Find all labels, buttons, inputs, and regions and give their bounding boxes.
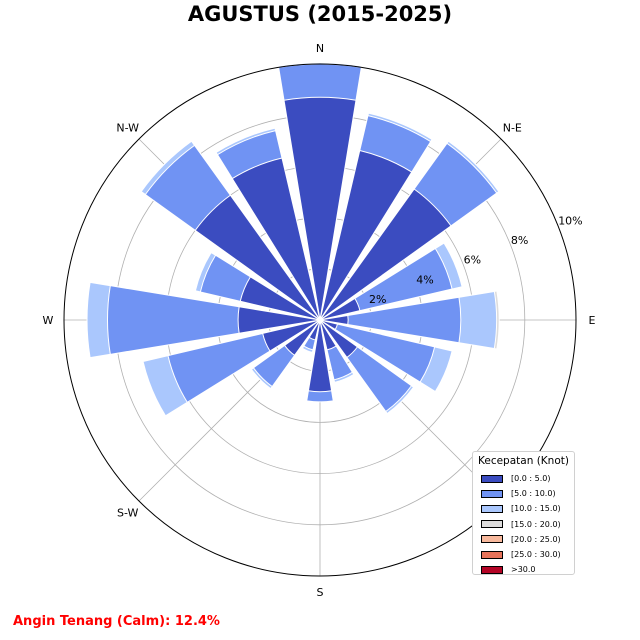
direction-label: W — [43, 314, 54, 327]
legend-item: [20.0 : 25.0) — [477, 532, 570, 547]
windrose-bar — [319, 297, 361, 321]
radial-tick-label: 8% — [511, 234, 528, 247]
windrose-bar — [283, 319, 321, 357]
windrose-bar — [319, 319, 436, 383]
legend-label: [20.0 : 25.0) — [511, 534, 561, 544]
legend-label: [10.0 : 15.0) — [511, 504, 561, 514]
windrose-bar — [319, 319, 359, 359]
legend-swatch — [481, 504, 503, 513]
windrose-bar — [319, 296, 462, 344]
radial-tick-label: 10% — [558, 215, 582, 228]
direction-label: S-W — [117, 506, 139, 519]
legend-label: [25.0 : 30.0) — [511, 550, 561, 560]
legend-item: [0.0 : 5.0) — [477, 471, 570, 486]
windrose-bar — [194, 194, 321, 321]
legend-label: [15.0 : 20.0) — [511, 519, 561, 529]
windrose-bar — [107, 285, 321, 355]
legend-label: >30.0 — [511, 565, 536, 575]
direction-label: E — [589, 314, 596, 327]
windrose-bar — [319, 319, 337, 351]
legend-swatch — [481, 474, 503, 483]
direction-label: N — [316, 42, 324, 55]
windrose-bar — [262, 319, 321, 352]
legend: Kecepatan (Knot) [0.0 : 5.0) [5.0 : 10.0… — [472, 451, 575, 575]
legend-title: Kecepatan (Knot) — [478, 455, 569, 467]
radial-tick-label: 6% — [464, 254, 481, 267]
windrose-bar — [231, 157, 321, 321]
legend-item: [10.0 : 15.0) — [477, 501, 570, 516]
radial-tick-label: 2% — [369, 293, 386, 306]
outer-ring — [63, 63, 577, 577]
chart-title: AGUSTUS (2015-2025) — [187, 2, 453, 26]
windrose-bar — [319, 149, 413, 321]
legend-label: [5.0 : 10.0) — [511, 489, 556, 499]
legend-item: [25.0 : 30.0) — [477, 547, 570, 562]
legend-item: >30.0 — [477, 562, 570, 577]
windrose-bar — [239, 276, 321, 321]
legend-swatch — [481, 535, 503, 544]
windrose-bar — [283, 96, 357, 321]
legend-item: [15.0 : 20.0) — [477, 517, 570, 532]
legend-swatch — [481, 550, 503, 559]
windrose-bar — [319, 314, 349, 326]
radial-tick-label: 4% — [416, 273, 433, 286]
direction-label: S — [317, 586, 324, 599]
direction-label: N-E — [503, 122, 522, 135]
legend-item: [5.0 : 10.0) — [477, 486, 570, 501]
calm-note: Angin Tenang (Calm): 12.4% — [13, 614, 220, 629]
legend-label: [0.0 : 5.0) — [511, 474, 551, 484]
polar-labels: 2%4%6%8%10%NN-EES-ESS-WWN-W — [43, 42, 596, 599]
windrose-bars — [86, 62, 500, 417]
legend-swatch — [481, 489, 503, 498]
windrose-bar — [319, 188, 452, 321]
direction-label: N-W — [116, 122, 139, 135]
windrose-bar — [237, 306, 321, 334]
windrose-bar — [307, 319, 333, 393]
legend-swatch — [481, 520, 503, 529]
legend-swatch — [481, 565, 503, 574]
